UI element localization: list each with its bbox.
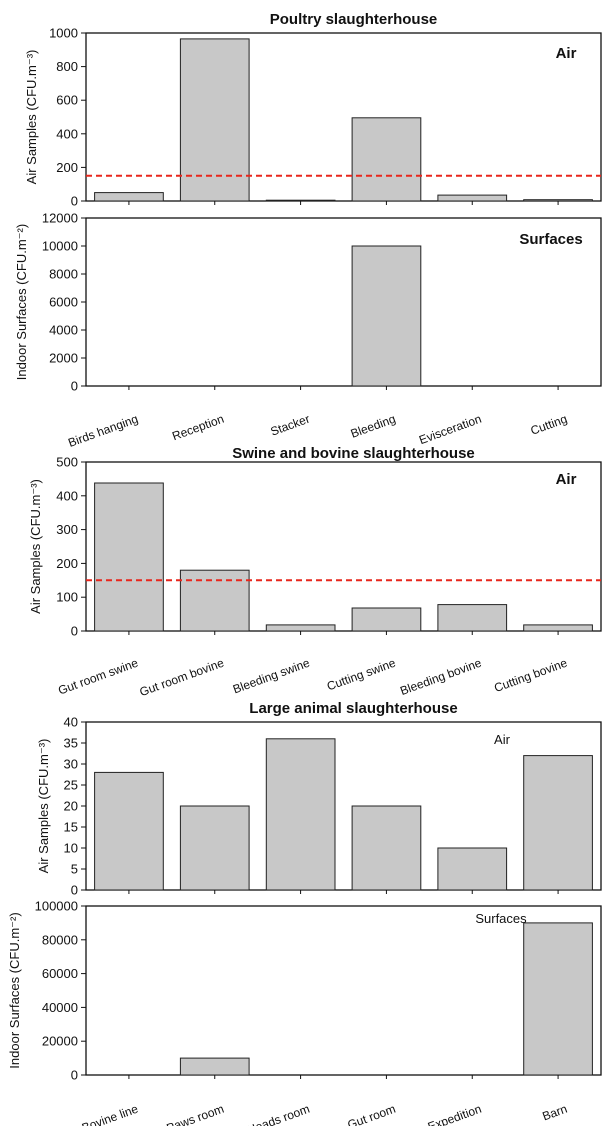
x-category-label: Evisceration [417, 412, 483, 448]
panel-label: Air [556, 45, 577, 62]
plot-frame [85, 461, 602, 632]
y-tick-label: 12000 [42, 211, 78, 226]
chart-panel-1: 0 200 400 600 800 1000 Air Air Samples (CFU.m⁻³… [24, 11, 602, 209]
y-tick-label: 100000 [35, 899, 78, 914]
x-category-label: Birds hanging [66, 412, 140, 450]
y-axis-label: Air Samples (CFU.m⁻³) [24, 50, 39, 185]
y-tick-label: 200 [56, 556, 78, 571]
chart-title-poultry: Poultry slaughterhouse [270, 11, 438, 28]
x-category-label: Bleeding swine [231, 656, 312, 697]
y-tick-label: 25 [64, 778, 78, 793]
y-tick-label: 4000 [49, 323, 78, 338]
bar-bleeding [351, 117, 422, 202]
bar-bovine-line [94, 771, 164, 891]
x-category-label: Gut room swine [56, 656, 140, 698]
bar-expedition [437, 847, 508, 891]
y-axis-label: Air Samples (CFU.m⁻³) [36, 739, 51, 874]
y-tick-label: 400 [56, 488, 78, 503]
bar-cutting-bovine [523, 624, 593, 632]
bar-bleeding-swine [265, 624, 336, 632]
bar-birds-hanging [94, 192, 164, 202]
y-tick-label: 20 [64, 799, 78, 814]
chart-panel-4: 0 5 10 15 20 25 30 35 40 Air Air Samples (CFU.m⁻³)… [36, 700, 602, 898]
x-category-label: Reception [170, 412, 226, 444]
panel-label: Air [556, 471, 577, 488]
x-category-label: Bleeding [349, 412, 398, 441]
y-tick-label: 40000 [42, 1000, 78, 1015]
y-tick-label: 0 [71, 194, 78, 209]
y-tick-label: 600 [56, 93, 78, 108]
bar-cutting [523, 199, 593, 202]
chart-panel-2: 0 2000 4000 6000 8000 10000 12000 Birds hanging… [14, 211, 602, 450]
y-axis-label: Indoor Surfaces (CFU.m⁻²) [14, 224, 29, 380]
y-tick-label: 1000 [49, 26, 78, 41]
x-category-label: Cutting bovine [492, 656, 569, 696]
panel-label: Surfaces [475, 911, 527, 926]
x-category-label: Barn [540, 1102, 569, 1124]
y-tick-label: 0 [71, 1068, 78, 1083]
y-tick-label: 20000 [42, 1034, 78, 1049]
y-tick-label: 2000 [49, 351, 78, 366]
y-axis-label: Indoor Surfaces (CFU.m⁻²) [7, 912, 22, 1068]
x-category-label: Cutting [529, 412, 570, 438]
y-tick-label: 0 [71, 379, 78, 394]
y-tick-label: 10000 [42, 239, 78, 254]
bar-heads-room [265, 738, 336, 891]
y-tick-label: 35 [64, 736, 78, 751]
bar-bleeding-bovine [437, 604, 508, 632]
bar-paws-room [179, 805, 250, 891]
y-tick-label: 6000 [49, 295, 78, 310]
y-tick-label: 100 [56, 590, 78, 605]
y-tick-label: 60000 [42, 966, 78, 981]
chart-panel-5: 0 20000 40000 60000 80000 100000 Bovine line Pa… [7, 899, 602, 1126]
chart-title-large-animal: Large animal slaughterhouse [249, 700, 457, 717]
y-tick-label: 300 [56, 522, 78, 537]
x-category-label: Bovine line [80, 1102, 140, 1126]
y-tick-label: 5 [71, 862, 78, 877]
bar-barn [523, 755, 593, 891]
bar-gut-room-swine [94, 482, 164, 632]
x-category-label: Heads room [245, 1102, 311, 1126]
x-category-label: Stacker [269, 412, 312, 439]
x-category-label: Bleeding bovine [398, 656, 483, 698]
bar-stacker [265, 199, 336, 202]
bar-evisceration [437, 194, 508, 202]
y-tick-label: 40 [64, 715, 78, 730]
x-category-label: Expedition [426, 1102, 483, 1126]
y-tick-label: 400 [56, 126, 78, 141]
plot-frame [85, 905, 602, 1076]
bar-gut-room [351, 805, 422, 891]
x-category-label: Paws room [165, 1102, 226, 1126]
y-tick-label: 30 [64, 757, 78, 772]
y-tick-label: 8000 [49, 267, 78, 282]
y-tick-label: 500 [56, 455, 78, 470]
panel-label: Surfaces [519, 231, 582, 248]
plot-frame [85, 32, 602, 202]
y-tick-label: 15 [64, 820, 78, 835]
y-tick-label: 80000 [42, 932, 78, 947]
panel-label: Air [494, 732, 511, 747]
x-category-label: Gut room [346, 1102, 398, 1126]
y-tick-label: 200 [56, 160, 78, 175]
y-tick-label: 0 [71, 624, 78, 639]
bar-reception [179, 38, 250, 202]
bar-cutting-swine [351, 607, 422, 632]
y-tick-label: 10 [64, 841, 78, 856]
bar-bleeding [351, 245, 422, 387]
bar-barn [523, 922, 593, 1076]
x-category-label: Cutting swine [325, 656, 398, 694]
x-category-label: Gut room bovine [138, 656, 226, 700]
y-tick-label: 800 [56, 59, 78, 74]
chart-title-swine-bovine: Swine and bovine slaughterhouse [232, 445, 475, 462]
y-tick-label: 0 [71, 883, 78, 898]
bar-paws-room [179, 1057, 250, 1076]
y-axis-label: Air Samples (CFU.m⁻³) [28, 479, 43, 614]
